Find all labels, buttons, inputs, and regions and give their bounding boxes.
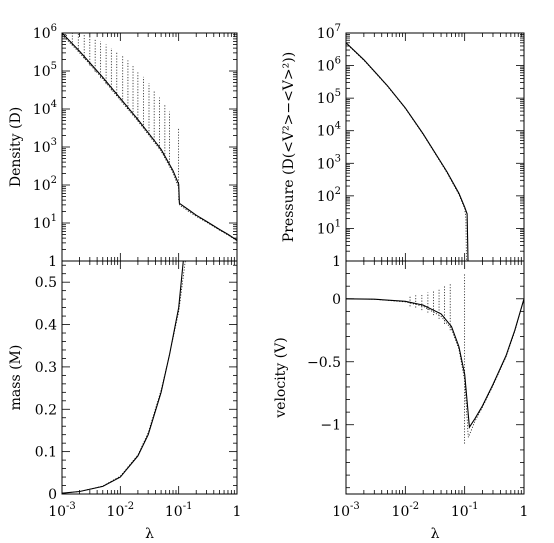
y-axis-title: mass (M) xyxy=(8,345,24,411)
x-tick-label: 10-2 xyxy=(107,501,135,520)
y-tick-label: 0.5 xyxy=(35,275,57,291)
x-tick-label: 10-1 xyxy=(451,501,479,520)
y-axis-title: Pressure (D(<V²>−<V>²)) xyxy=(281,52,297,242)
y-tick-label: 106 xyxy=(33,23,57,42)
y-tick-label: 103 xyxy=(317,153,341,172)
x-tick-label: 10-3 xyxy=(332,501,360,520)
y-tick-label: 1 xyxy=(332,254,341,270)
y-tick-label: 102 xyxy=(33,175,57,194)
x-tick-label: 1 xyxy=(520,504,529,520)
y-tick-label: −0.5 xyxy=(307,355,341,371)
panel-pressure: 1 101 102 103 104 105 106 107 Pressure (D(<V²>−<… xyxy=(281,23,525,270)
y-tick-label: 0.2 xyxy=(35,402,57,418)
x-tick-label: 10-1 xyxy=(165,501,193,520)
y-tick-label: 0.1 xyxy=(35,445,57,461)
series-line-solid xyxy=(346,42,469,261)
y-tick-label: 0 xyxy=(332,292,341,308)
plot-frame xyxy=(345,32,525,262)
y-tick-label: 105 xyxy=(33,61,57,80)
y-tick-label: 0.4 xyxy=(35,318,57,334)
y-tick-label: 104 xyxy=(317,121,341,140)
data-layer xyxy=(346,273,524,444)
data-layer xyxy=(346,42,469,261)
data-layer xyxy=(62,33,237,242)
plot-frame xyxy=(61,32,238,262)
series-line-solid xyxy=(62,33,237,241)
y-tick-label: 105 xyxy=(317,88,341,107)
series-line-dotted xyxy=(62,34,237,242)
y-axis-title: Density (D) xyxy=(8,107,24,187)
y-tick-label: 1 xyxy=(48,254,57,270)
y-tick-label: 101 xyxy=(317,218,341,237)
x-axis-title: λ xyxy=(431,526,440,542)
x-axis-title: λ xyxy=(145,526,154,542)
series-line-solid xyxy=(62,261,184,494)
y-tick-label: 106 xyxy=(317,56,341,75)
plot-frame xyxy=(345,260,525,495)
y-tick-label: 101 xyxy=(33,213,57,232)
y-tick-label: 104 xyxy=(33,99,57,118)
x-tick-label: 10-2 xyxy=(392,501,420,520)
y-tick-label: 0 xyxy=(48,487,57,503)
panel-density: 1 101 102 103 104 105 106 Density (D) xyxy=(8,23,238,270)
y-tick-label: −1 xyxy=(320,418,341,434)
y-tick-label: 102 xyxy=(317,186,341,205)
series-line-dotted xyxy=(346,43,467,261)
panel-mass: 0 0.1 0.2 0.3 0.4 0.5 10-3 10-2 10-1 1 λ mass (M) xyxy=(8,260,242,542)
panel-velocity: 0 −0.5 −1 10-3 10-2 10-1 1 λ velocity (V) xyxy=(273,260,529,542)
y-axis-title: velocity (V) xyxy=(273,337,289,418)
x-tick-label: 1 xyxy=(233,504,242,520)
data-layer xyxy=(62,261,186,494)
series-line-dotted xyxy=(62,261,186,494)
x-tick-label: 10-3 xyxy=(48,501,76,520)
y-tick-label: 107 xyxy=(317,23,341,42)
plot-frame xyxy=(61,260,238,495)
series-line-dotted xyxy=(346,298,524,438)
series-line-solid xyxy=(346,298,524,429)
y-tick-label: 103 xyxy=(33,137,57,156)
y-tick-label: 0.3 xyxy=(35,360,57,376)
